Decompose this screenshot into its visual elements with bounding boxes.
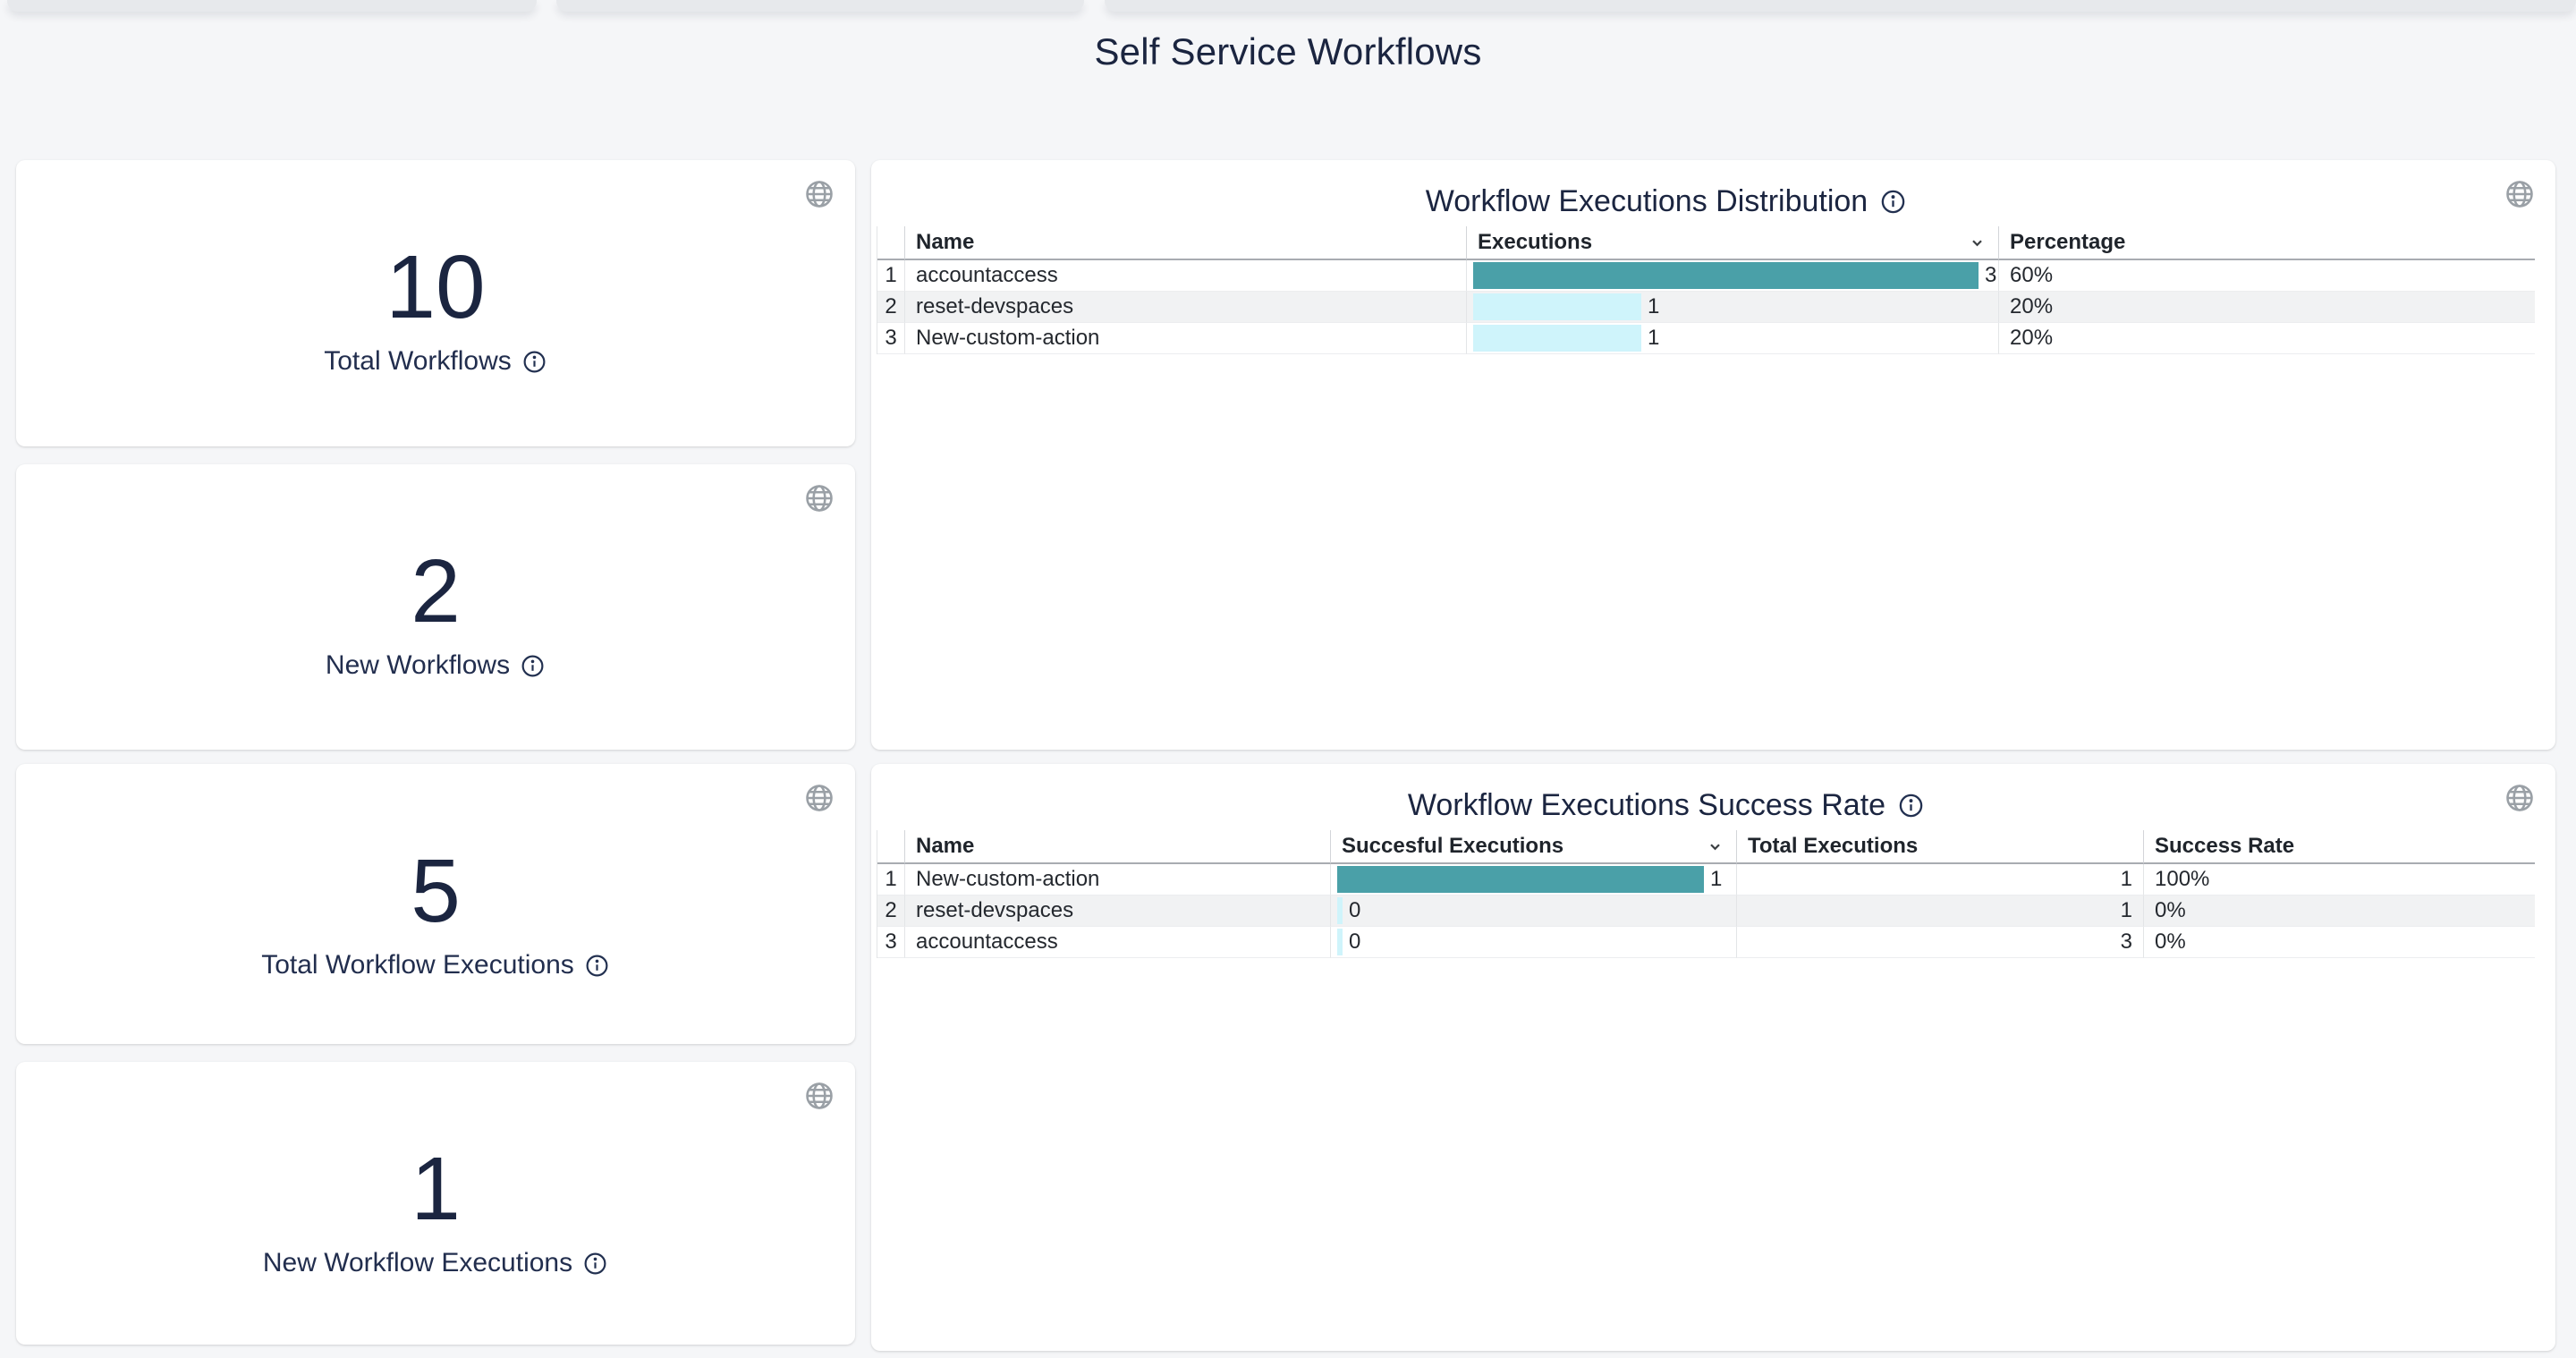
cell-total: 1 (1736, 864, 2143, 895)
row-index: 1 (877, 864, 904, 895)
globe-icon[interactable] (803, 1080, 835, 1112)
bar-cell: 0 (1330, 895, 1736, 927)
column-header-name[interactable]: Name (904, 830, 1330, 864)
info-icon[interactable] (582, 1251, 608, 1277)
stat-card-total-workflows: 10 Total Workflows (16, 160, 855, 446)
bar-value-label: 1 (1710, 867, 1723, 891)
column-header-label: Percentage (2010, 230, 2126, 254)
bar-value-label: 0 (1349, 898, 1361, 922)
bar-value-label: 1 (1648, 326, 1660, 350)
column-header-total[interactable]: Total Executions (1736, 830, 2143, 864)
column-header-label: Success Rate (2155, 834, 2295, 858)
value-bar (1337, 929, 1343, 955)
cell-total: 3 (1736, 927, 2143, 958)
row-index: 3 (877, 927, 904, 958)
globe-icon[interactable] (2504, 178, 2536, 210)
stat-value: 5 (411, 841, 461, 941)
cell-name: New-custom-action (904, 323, 1466, 354)
row-index: 2 (877, 292, 904, 323)
stat-card-new-workflows: 2 New Workflows (16, 464, 855, 750)
stat-label: New Workflows (325, 650, 511, 680)
cell-name: reset-devspaces (904, 292, 1466, 323)
stat-value: 1 (411, 1139, 461, 1239)
column-header-label: Name (916, 834, 975, 858)
column-header-index[interactable] (877, 830, 904, 864)
cell-name: accountaccess (904, 927, 1330, 958)
value-bar (1337, 897, 1343, 924)
globe-icon[interactable] (803, 782, 835, 814)
workflow-executions-success-rate-table: Name Succesful Executions Total Executions… (877, 830, 2535, 958)
bar-cell: 0 (1330, 927, 1736, 958)
workflow-executions-distribution-table: Name Executions Percentage 1 accountaccess 3 6… (877, 226, 2535, 354)
cell-name: reset-devspaces (904, 895, 1330, 927)
value-bar (1473, 293, 1641, 320)
bar-value-label: 0 (1349, 929, 1361, 954)
cell-total: 1 (1736, 895, 2143, 927)
value-bar (1473, 325, 1641, 352)
stat-card-new-workflow-executions: 1 New Workflow Executions (16, 1062, 855, 1345)
column-header-name[interactable]: Name (904, 226, 1466, 260)
table-title: Workflow Executions Success Rate (1407, 787, 1886, 822)
cell-percentage: 20% (1998, 292, 2535, 323)
globe-icon[interactable] (803, 178, 835, 210)
row-index: 3 (877, 323, 904, 354)
scrolled-card-edge (1105, 0, 2576, 12)
column-header-label: Name (916, 230, 975, 254)
cell-name: New-custom-action (904, 864, 1330, 895)
chevron-down-icon[interactable] (1965, 231, 1989, 255)
cell-rate: 100% (2143, 864, 2535, 895)
value-bar (1337, 866, 1704, 893)
row-index: 1 (877, 260, 904, 292)
column-header-label: Executions (1478, 230, 1593, 254)
stat-value: 2 (411, 541, 461, 641)
table-card-workflow-executions-distribution: Workflow Executions Distribution Name Exe… (871, 160, 2555, 750)
stat-card-total-workflow-executions: 5 Total Workflow Executions (16, 764, 855, 1044)
bar-value-label: 3 (1985, 263, 1997, 287)
info-icon[interactable] (1879, 188, 1907, 216)
column-header-successful[interactable]: Succesful Executions (1330, 830, 1736, 864)
cell-percentage: 60% (1998, 260, 2535, 292)
column-header-index[interactable] (877, 226, 904, 260)
page-title: Self Service Workflows (1094, 30, 1482, 72)
cell-rate: 0% (2143, 895, 2535, 927)
info-icon[interactable] (521, 349, 547, 375)
bar-cell: 3 (1466, 260, 1998, 292)
column-header-label: Total Executions (1748, 834, 1919, 858)
info-icon[interactable] (584, 953, 610, 979)
column-header-executions[interactable]: Executions (1466, 226, 1998, 260)
column-header-percentage[interactable]: Percentage (1998, 226, 2535, 260)
value-bar (1473, 262, 1979, 289)
info-icon[interactable] (1897, 792, 1925, 819)
scrolled-card-edge (7, 0, 537, 12)
info-icon[interactable] (520, 653, 546, 679)
cell-rate: 0% (2143, 927, 2535, 958)
cell-percentage: 20% (1998, 323, 2535, 354)
table-card-workflow-executions-success-rate: Workflow Executions Success Rate Name Suc… (871, 764, 2555, 1351)
stat-value: 10 (386, 237, 486, 337)
chevron-down-icon[interactable] (1703, 835, 1727, 859)
bar-cell: 1 (1466, 292, 1998, 323)
stat-label: Total Workflows (324, 346, 512, 376)
bar-cell: 1 (1466, 323, 1998, 354)
globe-icon[interactable] (2504, 782, 2536, 814)
column-header-rate[interactable]: Success Rate (2143, 830, 2535, 864)
scrolled-card-edge (556, 0, 1084, 12)
row-index: 2 (877, 895, 904, 927)
stat-label: New Workflow Executions (262, 1248, 573, 1277)
cell-name: accountaccess (904, 260, 1466, 292)
bar-cell: 1 (1330, 864, 1736, 895)
table-title: Workflow Executions Distribution (1425, 183, 1868, 218)
globe-icon[interactable] (803, 482, 835, 514)
stat-label: Total Workflow Executions (261, 950, 574, 980)
column-header-label: Succesful Executions (1342, 834, 1564, 858)
bar-value-label: 1 (1648, 294, 1660, 318)
